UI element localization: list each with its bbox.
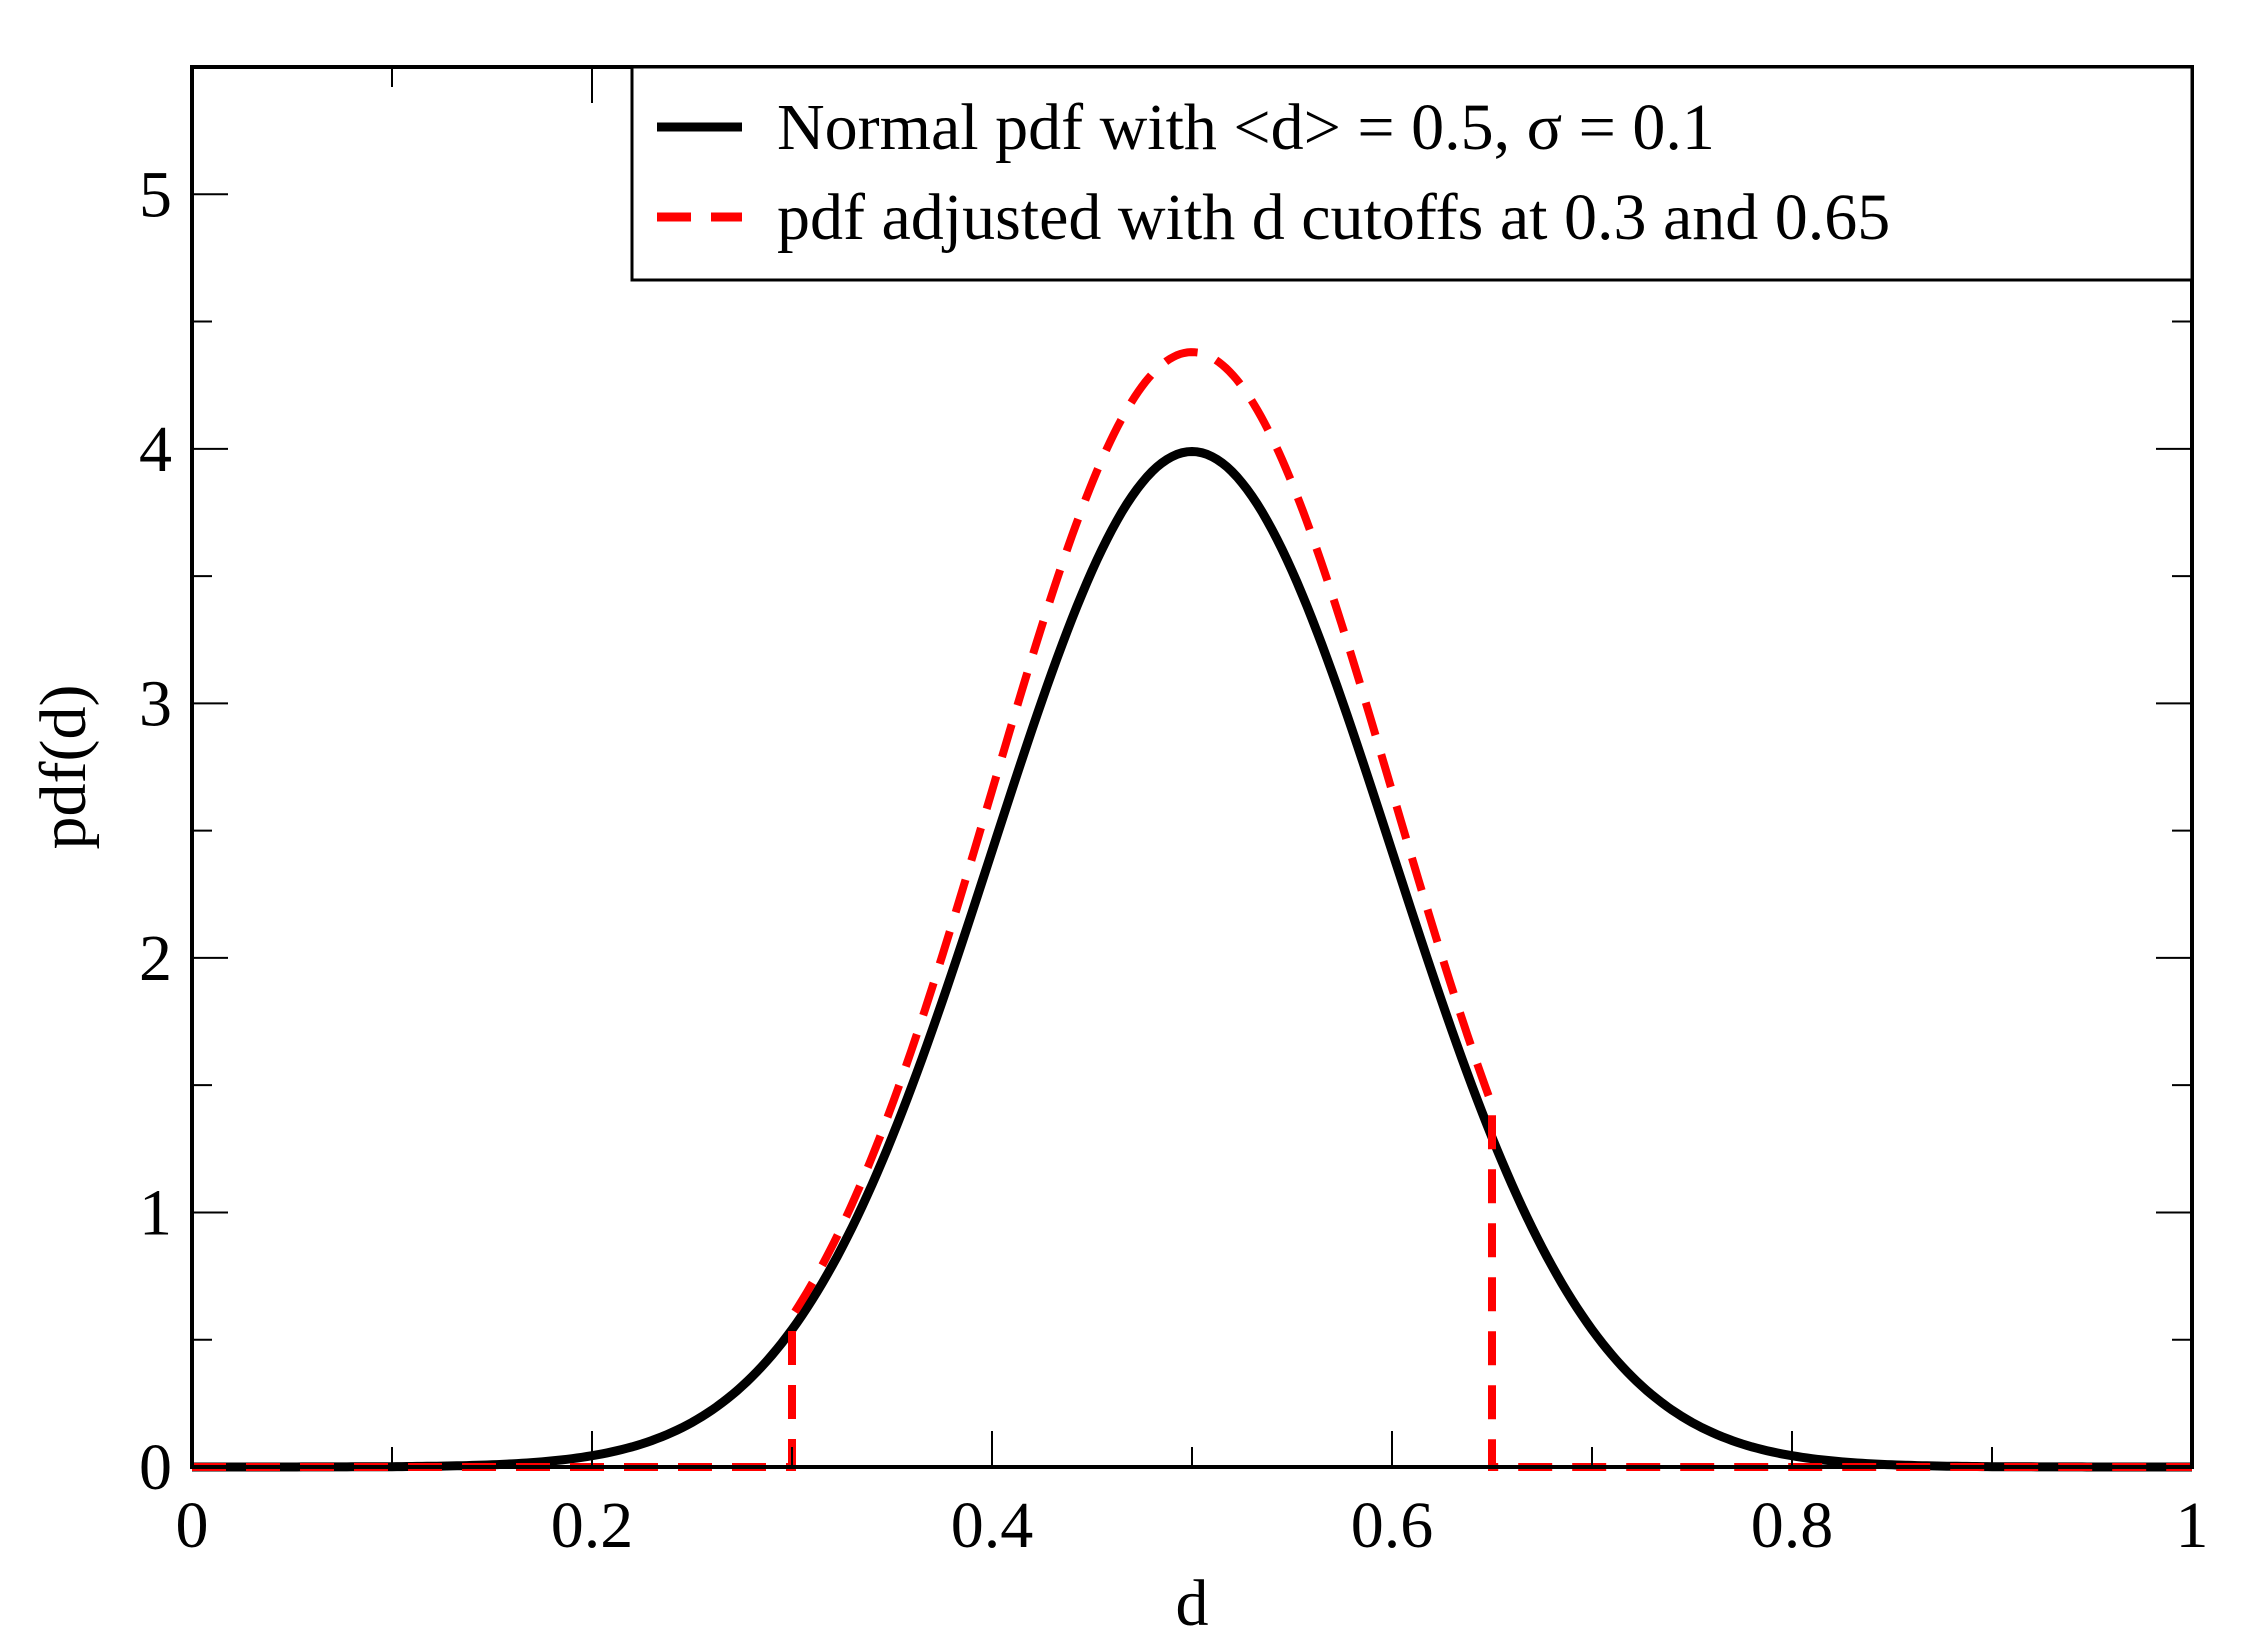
legend-label-normal: Normal pdf with <d> = 0.5, σ = 0.1 (777, 91, 1715, 164)
legend-label-adjusted: pdf adjusted with d cutoffs at 0.3 and 0… (777, 181, 1890, 254)
tick-labels-layer: 0 0.2 0.4 0.6 0.8 1 0 1 2 3 4 5 (139, 158, 2209, 1562)
y-tick-label: 3 (139, 667, 172, 740)
x-tick-label: 0.4 (951, 1489, 1034, 1562)
x-tick-label: 0 (176, 1489, 209, 1562)
y-tick-label: 5 (139, 158, 172, 231)
x-tick-label: 1 (2176, 1489, 2209, 1562)
x-axis-label: d (1176, 1567, 1209, 1636)
x-tick-label: 0.8 (1751, 1489, 1834, 1562)
y-tick-label: 1 (139, 1176, 172, 1249)
x-tick-label: 0.2 (551, 1489, 634, 1562)
series-line-normal (192, 446, 2192, 1472)
series-line-adjusted (192, 348, 2192, 1471)
x-tick-label: 0.6 (1351, 1489, 1434, 1562)
legend-box (630, 65, 2194, 282)
legend: Normal pdf with <d> = 0.5, σ = 0.1 pdf a… (630, 65, 2194, 282)
y-tick-label: 0 (139, 1431, 172, 1504)
y-axis-label: pdf(d) (27, 685, 100, 850)
y-tick-label: 2 (139, 922, 172, 995)
curves-layer (192, 348, 2192, 1472)
y-tick-label: 4 (139, 413, 172, 486)
